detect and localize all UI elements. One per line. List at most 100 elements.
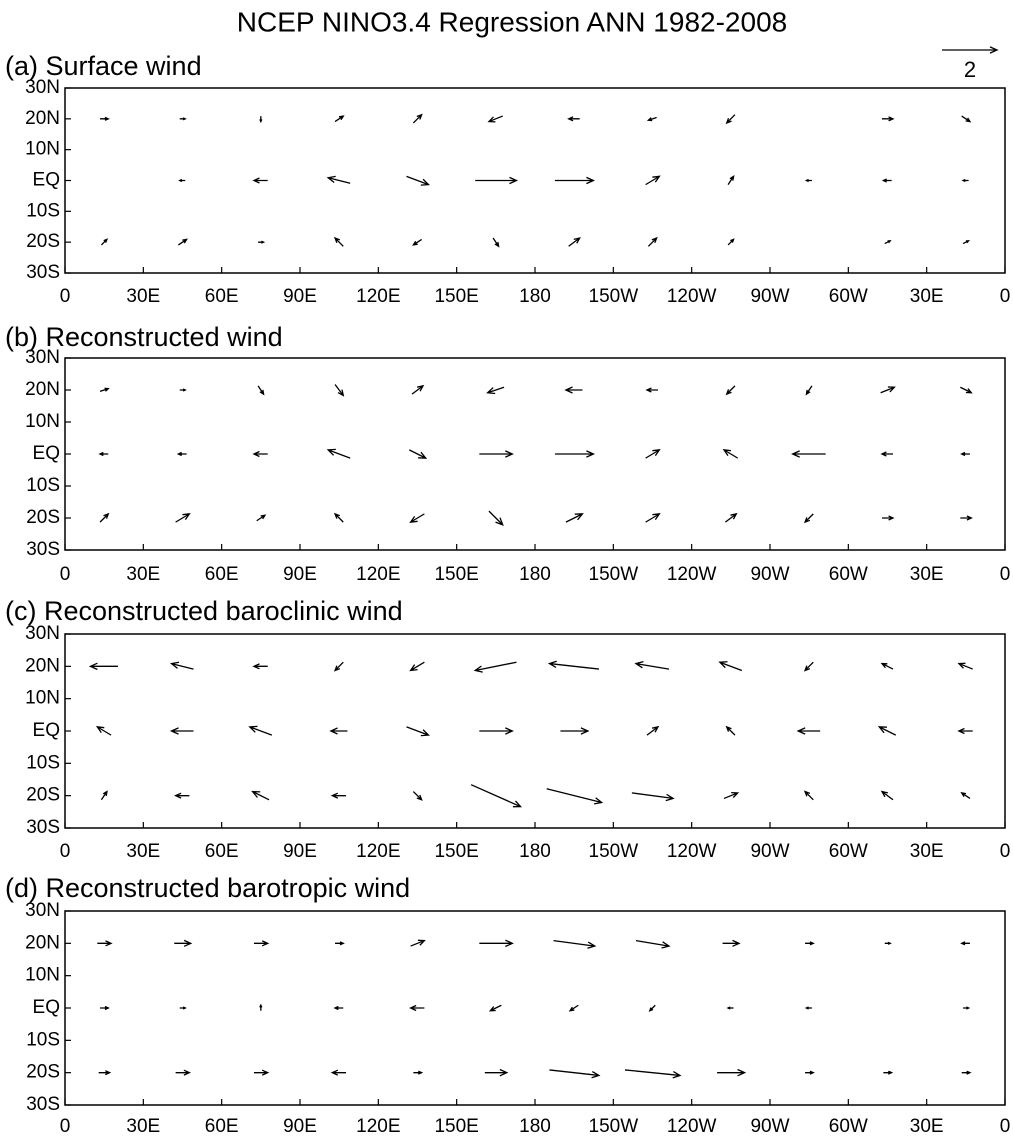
x-tick-label: 0	[1000, 286, 1011, 307]
x-tick-label: 180	[519, 1116, 551, 1137]
wind-vector	[169, 727, 194, 735]
x-tick-label: 30E	[910, 1116, 944, 1137]
wind-vector	[412, 238, 422, 246]
wind-vector	[411, 384, 425, 395]
wind-vector	[253, 1069, 270, 1076]
wind-vector	[252, 450, 268, 458]
wind-vector	[803, 661, 814, 672]
wind-vector	[646, 725, 660, 736]
wind-vector	[412, 113, 423, 124]
y-tick-label: 30S	[26, 817, 60, 838]
map-frame	[64, 910, 1006, 1106]
x-tick-label: 30E	[126, 286, 160, 307]
wind-vector	[484, 1068, 509, 1077]
y-tick-label: 30N	[25, 900, 60, 921]
x-tick-label: 90E	[283, 1116, 317, 1137]
y-tick-label: 20S	[26, 1062, 60, 1083]
wind-vector	[406, 175, 430, 186]
wind-vector	[804, 178, 812, 183]
wind-vector	[631, 792, 675, 802]
wind-vector	[880, 662, 894, 670]
y-tick-label: 20N	[25, 379, 60, 400]
wind-vector	[726, 1006, 734, 1010]
x-tick-label: 60W	[829, 564, 868, 585]
x-tick-label: 30E	[910, 286, 944, 307]
wind-vector	[330, 1069, 347, 1076]
wind-vector	[97, 940, 113, 947]
x-tick-label: 90E	[283, 564, 317, 585]
x-tick-label: 0	[60, 841, 71, 862]
y-tick-label: 30N	[25, 77, 60, 98]
wind-vector	[725, 725, 736, 736]
y-tick-label: 10S	[26, 752, 60, 773]
wind-vector	[883, 1070, 894, 1075]
wind-vector	[486, 386, 505, 395]
wind-vector	[98, 451, 109, 457]
wind-vector	[568, 237, 581, 247]
x-tick-label: 90W	[750, 286, 789, 307]
wind-vector	[259, 116, 263, 124]
x-tick-label: 150W	[589, 286, 639, 307]
wind-vector	[100, 790, 108, 801]
wind-vector	[564, 386, 583, 394]
map-frame	[64, 633, 1006, 829]
wind-vector	[725, 385, 736, 396]
wind-vector	[179, 117, 187, 121]
wind-vector	[957, 727, 973, 735]
map-frame	[64, 87, 1006, 274]
wind-vector	[646, 116, 657, 122]
x-tick-label: 0	[60, 564, 71, 585]
wind-vector	[256, 514, 267, 522]
wind-vector	[568, 1004, 579, 1012]
wind-vector	[100, 238, 109, 246]
wind-vector	[722, 449, 739, 459]
wind-vector	[251, 790, 270, 801]
wind-vector	[252, 177, 268, 184]
wind-vector	[882, 116, 895, 122]
wind-vector	[98, 1070, 112, 1076]
x-tick-label: 60E	[205, 286, 239, 307]
x-tick-label: 120E	[356, 564, 400, 585]
wind-vector	[880, 451, 893, 457]
wind-vector	[176, 451, 187, 457]
y-tick-label: 30S	[26, 539, 60, 560]
wind-vector	[723, 791, 740, 800]
x-tick-label: 120W	[667, 841, 717, 862]
y-tick-label: 20S	[26, 785, 60, 806]
reference-arrow	[942, 46, 999, 54]
wind-vector	[648, 1004, 656, 1012]
wind-vector	[169, 661, 194, 670]
wind-vector	[960, 386, 973, 394]
wind-vector	[488, 1004, 502, 1012]
y-tick-label: 30S	[26, 262, 60, 283]
wind-vector	[553, 939, 597, 949]
map-frame	[64, 357, 1006, 551]
wind-vector	[961, 115, 972, 123]
x-tick-label: 150E	[434, 841, 478, 862]
x-tick-label: 150E	[434, 286, 478, 307]
x-tick-label: 0	[60, 286, 71, 307]
wind-vector	[880, 386, 896, 394]
wind-vector	[546, 788, 604, 805]
wind-vector	[473, 661, 517, 673]
wind-vector	[252, 663, 268, 670]
wind-vector	[727, 175, 735, 185]
wind-vector	[479, 727, 514, 735]
x-tick-label: 180	[519, 841, 551, 862]
wind-vector	[178, 178, 186, 183]
x-tick-label: 30E	[126, 564, 160, 585]
wind-vector	[179, 388, 187, 392]
wind-vector	[179, 1006, 187, 1010]
wind-vector	[334, 384, 345, 397]
y-tick-label: 20N	[25, 655, 60, 676]
wind-vector	[960, 451, 970, 457]
x-tick-label: 60E	[205, 564, 239, 585]
wind-vector	[961, 178, 969, 183]
y-tick-label: EQ	[33, 720, 60, 741]
y-tick-label: 10S	[26, 475, 60, 496]
wind-vector	[479, 939, 514, 948]
x-tick-label: 60W	[829, 286, 868, 307]
wind-vector	[805, 385, 813, 396]
y-tick-label: EQ	[33, 997, 60, 1018]
panel-title: (b) Reconstructed wind	[5, 322, 283, 352]
